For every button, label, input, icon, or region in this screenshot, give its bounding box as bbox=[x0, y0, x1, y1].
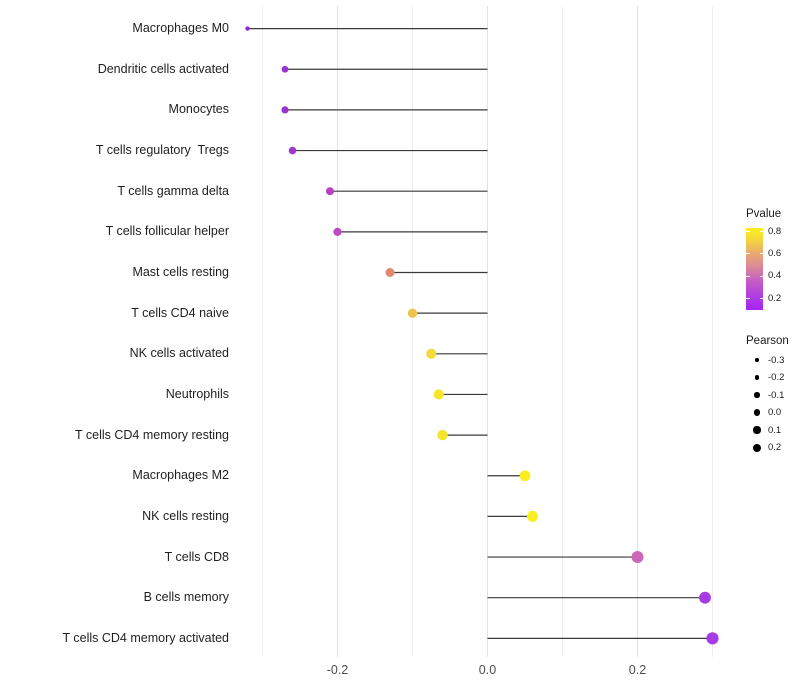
colorbar-tick bbox=[759, 253, 763, 255]
lollipop-dot bbox=[245, 26, 250, 31]
category-label: T cells CD8 bbox=[164, 549, 229, 564]
legend-pearson-title: Pearson bbox=[746, 335, 789, 347]
category-label: T cells regulatory Tregs bbox=[95, 143, 229, 158]
category-label: Macrophages M0 bbox=[132, 21, 229, 36]
lollipop-dot bbox=[706, 632, 719, 645]
x-tick-label: -0.2 bbox=[326, 663, 349, 677]
pearson-size-label: 0.0 bbox=[768, 407, 782, 418]
pearson-size-dot bbox=[753, 409, 761, 416]
pearson-size-label: -0.3 bbox=[768, 354, 785, 366]
category-label: T cells CD4 naive bbox=[131, 305, 229, 320]
pearson-size-dot bbox=[753, 443, 761, 452]
lollipop-dot bbox=[288, 146, 297, 155]
legend-pvalue-title: Pvalue bbox=[746, 208, 782, 220]
lollipop-dot bbox=[333, 227, 342, 236]
pvalue-tick-label: 0.2 bbox=[768, 292, 782, 304]
category-label: T cells gamma delta bbox=[117, 183, 229, 198]
colorbar-tick bbox=[746, 231, 750, 232]
x-tick-label: 0.2 bbox=[628, 663, 647, 677]
lollipop-dot bbox=[326, 187, 334, 196]
pvalue-colorbar bbox=[746, 228, 763, 310]
colorbar-tick bbox=[759, 231, 763, 232]
lollipop-dot bbox=[527, 510, 538, 522]
category-label: T cells CD4 memory activated bbox=[62, 630, 230, 645]
pvalue-tick-label: 0.6 bbox=[768, 247, 782, 259]
pvalue-tick-label: 0.8 bbox=[768, 225, 782, 237]
pearson-size-dot bbox=[753, 426, 761, 434]
category-label: T cells CD4 memory resting bbox=[75, 427, 229, 442]
category-label: NK cells resting bbox=[142, 508, 229, 523]
category-label: T cells follicular helper bbox=[105, 224, 229, 239]
colorbar-tick bbox=[746, 298, 750, 299]
category-label: Monocytes bbox=[168, 102, 229, 117]
pvalue-tick-label: 0.4 bbox=[768, 270, 782, 282]
pearson-size-label: 0.2 bbox=[768, 442, 782, 453]
pearson-size-dot bbox=[755, 358, 759, 362]
lollipop-dot bbox=[426, 348, 437, 359]
lollipop-dot bbox=[437, 429, 448, 441]
colorbar-tick bbox=[759, 275, 763, 277]
colorbar-tick bbox=[746, 275, 750, 277]
pearson-size-dot bbox=[754, 375, 760, 380]
lollipop-dot bbox=[699, 591, 711, 604]
category-label: Neutrophils bbox=[165, 386, 229, 401]
lollipop-dot bbox=[385, 268, 395, 277]
pearson-size-label: 0.1 bbox=[768, 424, 782, 436]
pearson-size-label: -0.2 bbox=[768, 372, 785, 383]
x-tick-label: 0.0 bbox=[478, 663, 497, 677]
pearson-size-dot bbox=[754, 392, 760, 398]
category-label: B cells memory bbox=[143, 590, 229, 605]
category-label: Dendritic cells activated bbox=[97, 61, 229, 76]
colorbar-tick bbox=[746, 253, 750, 255]
pearson-size-label: -0.1 bbox=[768, 389, 785, 401]
category-label: Macrophages M2 bbox=[132, 468, 229, 483]
lollipop-dot bbox=[631, 551, 644, 564]
lollipop-dot bbox=[407, 308, 418, 318]
lollipop-dot bbox=[519, 470, 531, 482]
lollipop-dot bbox=[281, 106, 289, 114]
lollipop-dot bbox=[281, 65, 289, 73]
category-label: NK cells activated bbox=[129, 346, 229, 361]
category-label: Mast cells resting bbox=[132, 265, 229, 279]
colorbar-tick bbox=[759, 298, 763, 299]
lollipop-dot bbox=[433, 389, 444, 400]
